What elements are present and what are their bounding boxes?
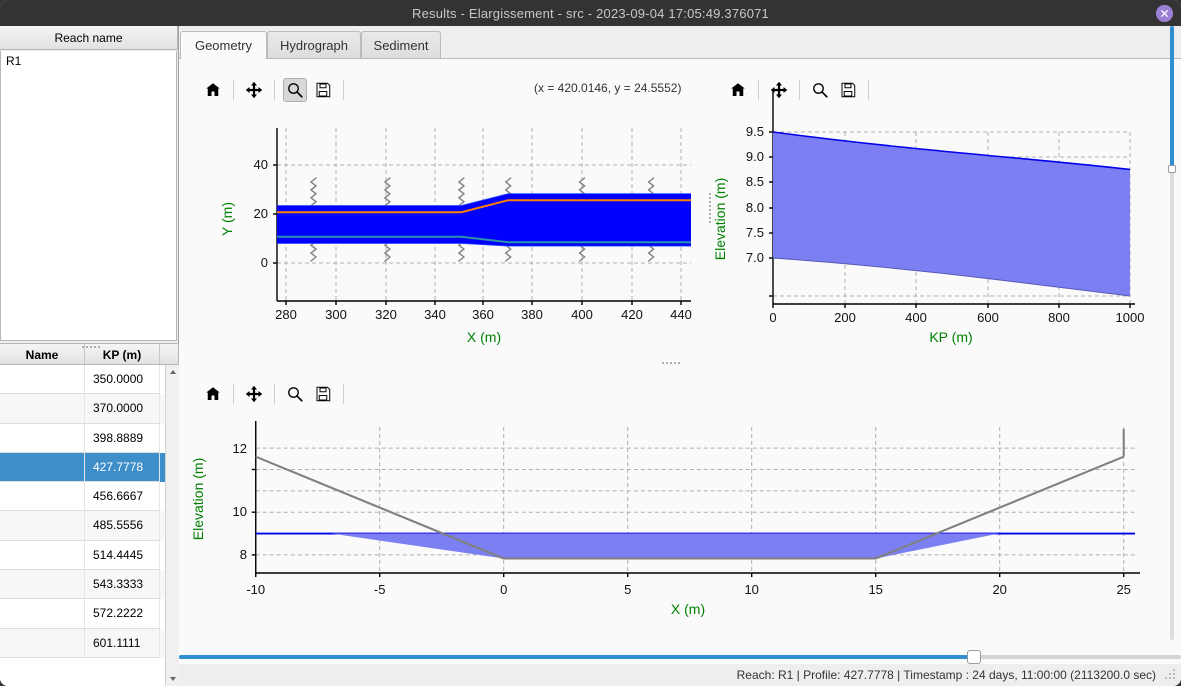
svg-text:5: 5	[624, 582, 631, 597]
svg-text:25: 25	[1116, 582, 1130, 597]
svg-text:-10: -10	[246, 582, 265, 597]
svg-text:12: 12	[233, 441, 247, 456]
svg-text:-5: -5	[374, 582, 386, 597]
svg-text:10: 10	[744, 582, 758, 597]
svg-text:8: 8	[240, 547, 247, 562]
svg-text:10: 10	[233, 504, 247, 519]
svg-text:Elevation (m): Elevation (m)	[190, 458, 206, 540]
svg-text:20: 20	[992, 582, 1006, 597]
svg-text:0: 0	[500, 582, 507, 597]
svg-text:15: 15	[868, 582, 882, 597]
svg-text:X (m): X (m)	[671, 601, 705, 617]
